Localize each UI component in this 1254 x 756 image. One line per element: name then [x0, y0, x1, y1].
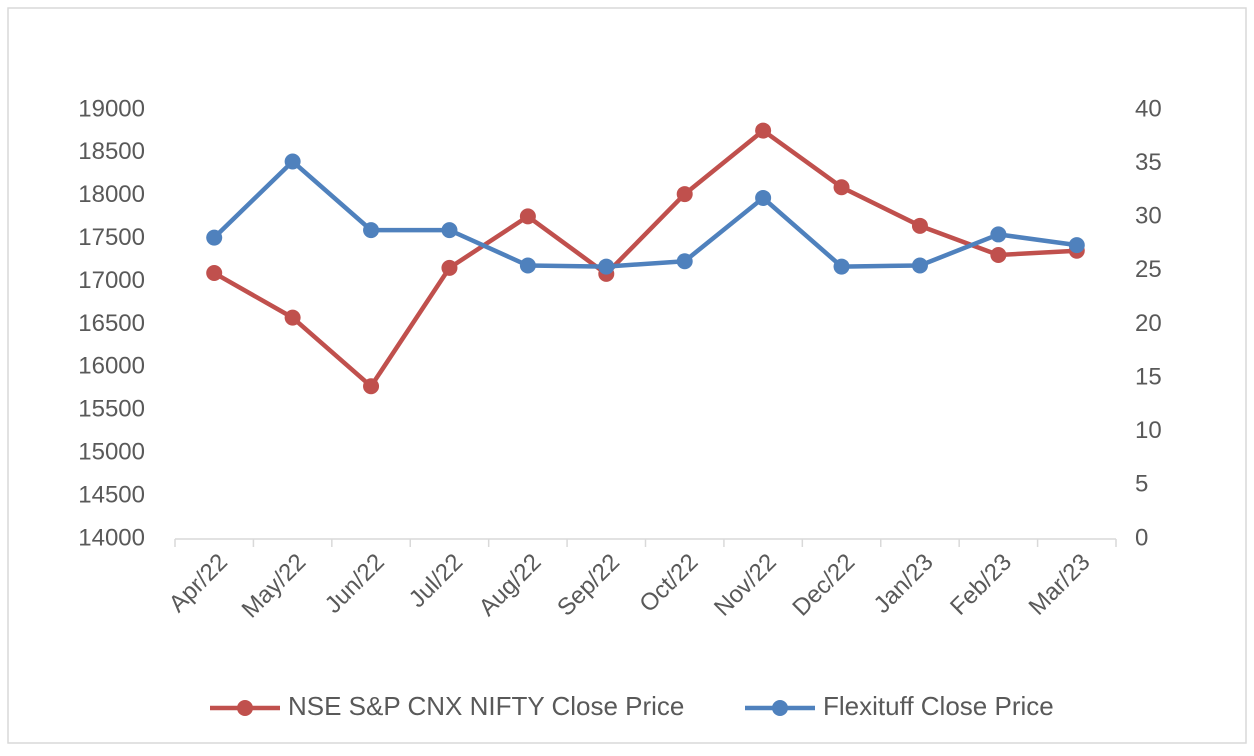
data-point	[519, 208, 536, 225]
data-point	[363, 222, 380, 239]
chart-border	[7, 7, 1247, 744]
data-point	[284, 153, 301, 170]
legend-label: NSE S&P CNX NIFTY Close Price	[288, 691, 684, 721]
y-tick-label: 14500	[78, 481, 145, 508]
y-tick-label: 18000	[78, 181, 145, 208]
y2-tick-label: 10	[1135, 417, 1162, 444]
data-point	[911, 217, 928, 234]
series-line	[213, 128, 1077, 389]
series-line	[212, 159, 1078, 269]
y2-tick-label: 35	[1135, 149, 1162, 176]
data-point	[833, 258, 850, 275]
data-point	[676, 253, 693, 270]
data-point	[519, 257, 536, 274]
y-tick-label: 17500	[78, 224, 145, 251]
legend-marker	[772, 700, 788, 716]
data-point	[755, 122, 772, 139]
data-point	[206, 265, 223, 282]
y-tick-label: 15500	[78, 396, 145, 423]
y2-tick-label: 40	[1135, 95, 1162, 122]
y-tick-label: 14000	[78, 524, 145, 551]
data-point	[833, 179, 850, 196]
y-tick-label: 17000	[78, 267, 145, 294]
legend-marker	[237, 700, 253, 716]
y2-tick-label: 20	[1135, 310, 1162, 337]
data-point	[911, 257, 928, 274]
data-point	[1068, 237, 1085, 254]
data-point	[598, 258, 615, 275]
y-tick-label: 16500	[78, 310, 145, 337]
y2-tick-label: 25	[1135, 256, 1162, 283]
data-point	[755, 189, 772, 206]
y-tick-label: 15000	[78, 439, 145, 466]
y2-tick-label: 0	[1135, 524, 1148, 551]
data-point	[990, 247, 1007, 264]
y2-tick-label: 15	[1135, 363, 1162, 390]
y-tick-label: 18500	[78, 138, 145, 165]
data-point	[676, 186, 693, 203]
data-point	[990, 226, 1007, 243]
data-point	[206, 229, 223, 246]
data-point	[363, 378, 380, 395]
legend-label: Flexituff Close Price	[823, 691, 1054, 721]
data-point	[284, 309, 301, 326]
y2-tick-label: 5	[1135, 471, 1148, 498]
y2-tick-label: 30	[1135, 203, 1162, 230]
y-tick-label: 16000	[78, 353, 145, 380]
y-tick-label: 19000	[78, 95, 145, 122]
data-point	[441, 259, 458, 276]
data-point	[441, 222, 458, 239]
